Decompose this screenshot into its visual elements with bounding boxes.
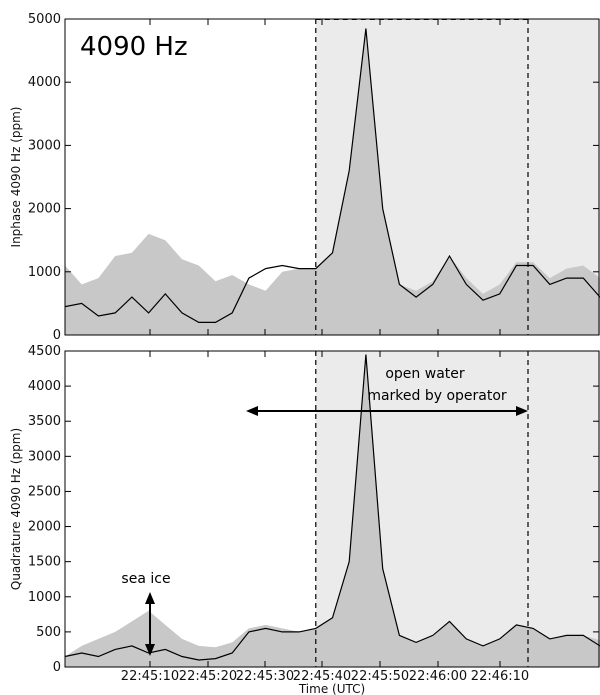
inphase-y-ticks: 0 1000 2000 3000 4000 5000	[28, 12, 599, 343]
quadrature-envelope-area	[65, 354, 600, 667]
y-tick-label: 0	[53, 328, 61, 343]
frequency-label: 4090 Hz	[80, 32, 188, 62]
x-tick-label: 22:46:00	[409, 669, 467, 684]
time-x-axis-label: Time (UTC)	[298, 682, 365, 695]
y-tick-label: 1500	[28, 555, 61, 570]
inphase-plot-frame	[64, 18, 600, 336]
panel-inphase: 0 1000 2000 3000 4000 5000 4090 Hz Inphase 40…	[9, 12, 600, 343]
quadrature-y-ticks: 0 500 1000 1500 2000 2500 3000 3500 4000 4500	[28, 344, 599, 675]
y-tick-label: 2000	[28, 202, 61, 217]
x-tick-label: 22:45:10	[121, 669, 179, 684]
x-tick-label: 22:46:10	[471, 669, 529, 684]
y-tick-label: 4500	[28, 344, 61, 359]
x-tick-label: 22:45:50	[351, 669, 409, 684]
sea-ice-arrowhead-bottom	[145, 644, 155, 656]
y-tick-label: 2000	[28, 520, 61, 535]
y-tick-label: 3000	[28, 138, 61, 153]
x-tick-label: 22:45:30	[236, 669, 294, 684]
inphase-envelope-area	[65, 28, 600, 335]
y-tick-label: 2500	[28, 484, 61, 499]
open-water-arrowhead-left	[246, 406, 258, 416]
sea-ice-annotation: sea ice	[121, 571, 170, 587]
inphase-y-axis-label: Inphase 4090 Hz (ppm)	[9, 107, 23, 248]
quadrature-signal-line	[64, 354, 600, 661]
x-tick-label: 22:45:40	[293, 669, 351, 684]
marked-by-operator-annotation: marked by operator	[367, 388, 507, 404]
sea-ice-arrowhead-top	[145, 592, 155, 604]
y-tick-label: 4000	[28, 379, 61, 394]
quadrature-y-axis-label: Quadrature 4090 Hz (ppm)	[9, 428, 23, 590]
y-tick-label: 3500	[28, 414, 61, 429]
y-tick-label: 3000	[28, 449, 61, 464]
y-tick-label: 5000	[28, 12, 61, 27]
y-tick-label: 1000	[28, 590, 61, 605]
panel-quadrature: 0 500 1000 1500 2000 2500 3000 3500 4000 4500 22:…	[9, 344, 600, 695]
y-tick-label: 4000	[28, 75, 61, 90]
quadrature-plot-frame	[64, 350, 600, 668]
open-water-arrowhead-right	[516, 406, 528, 416]
y-tick-label: 0	[53, 660, 61, 675]
inphase-signal-line	[64, 28, 600, 323]
y-tick-label: 500	[36, 625, 61, 640]
open-water-annotation: open water	[385, 366, 465, 382]
y-tick-label: 1000	[28, 265, 61, 280]
x-tick-label: 22:45:20	[179, 669, 237, 684]
